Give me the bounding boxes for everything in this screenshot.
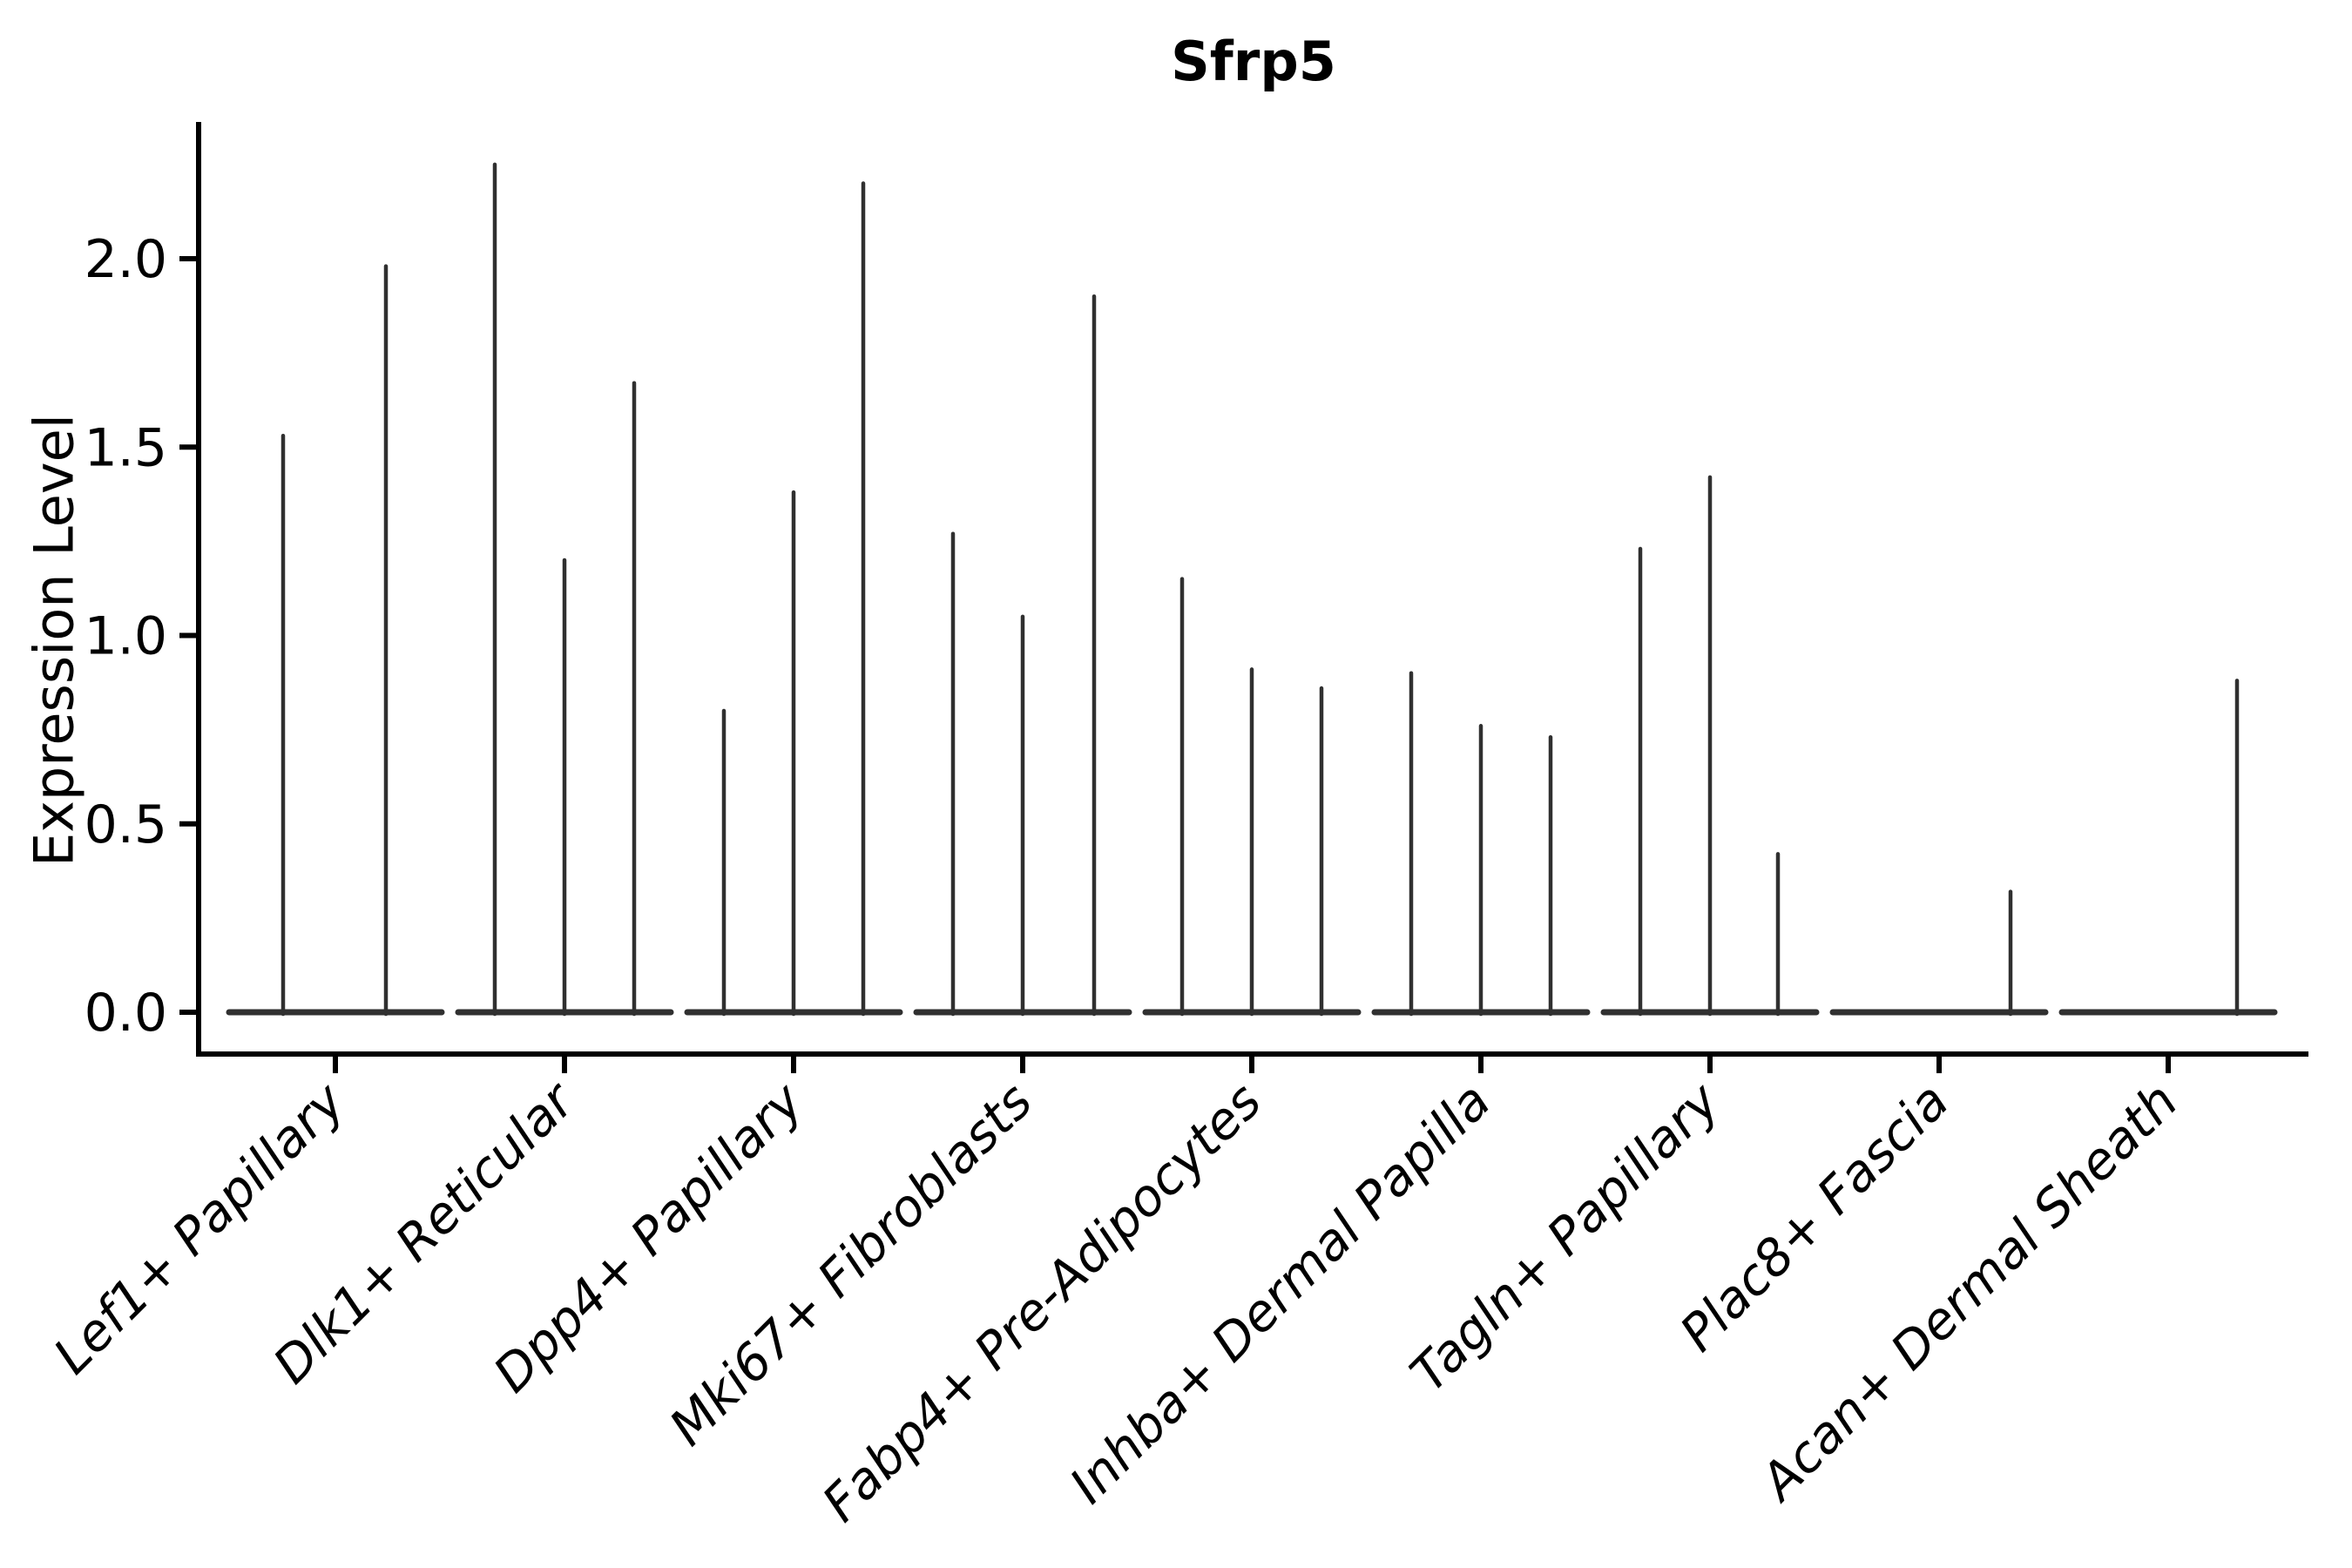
- chart-title: Sfrp5: [1171, 30, 1336, 93]
- x-tick-label: Fabp4+ Pre-Adipocytes: [811, 1071, 1273, 1533]
- y-tick-label: 2.0: [84, 229, 167, 290]
- y-axis-label: Expression Level: [22, 414, 86, 867]
- y-tick-label: 0.5: [84, 794, 167, 855]
- y-tick-label: 1.0: [84, 606, 167, 667]
- x-tick-label: Acan+ Dermal Sheath: [1747, 1071, 2189, 1514]
- y-tick-label: 0.0: [84, 983, 167, 1044]
- x-tick-label: Inhba+ Dermal Papilla: [1058, 1071, 1502, 1515]
- y-axis-spine: [196, 122, 201, 1057]
- y-tick-label: 1.5: [84, 417, 167, 478]
